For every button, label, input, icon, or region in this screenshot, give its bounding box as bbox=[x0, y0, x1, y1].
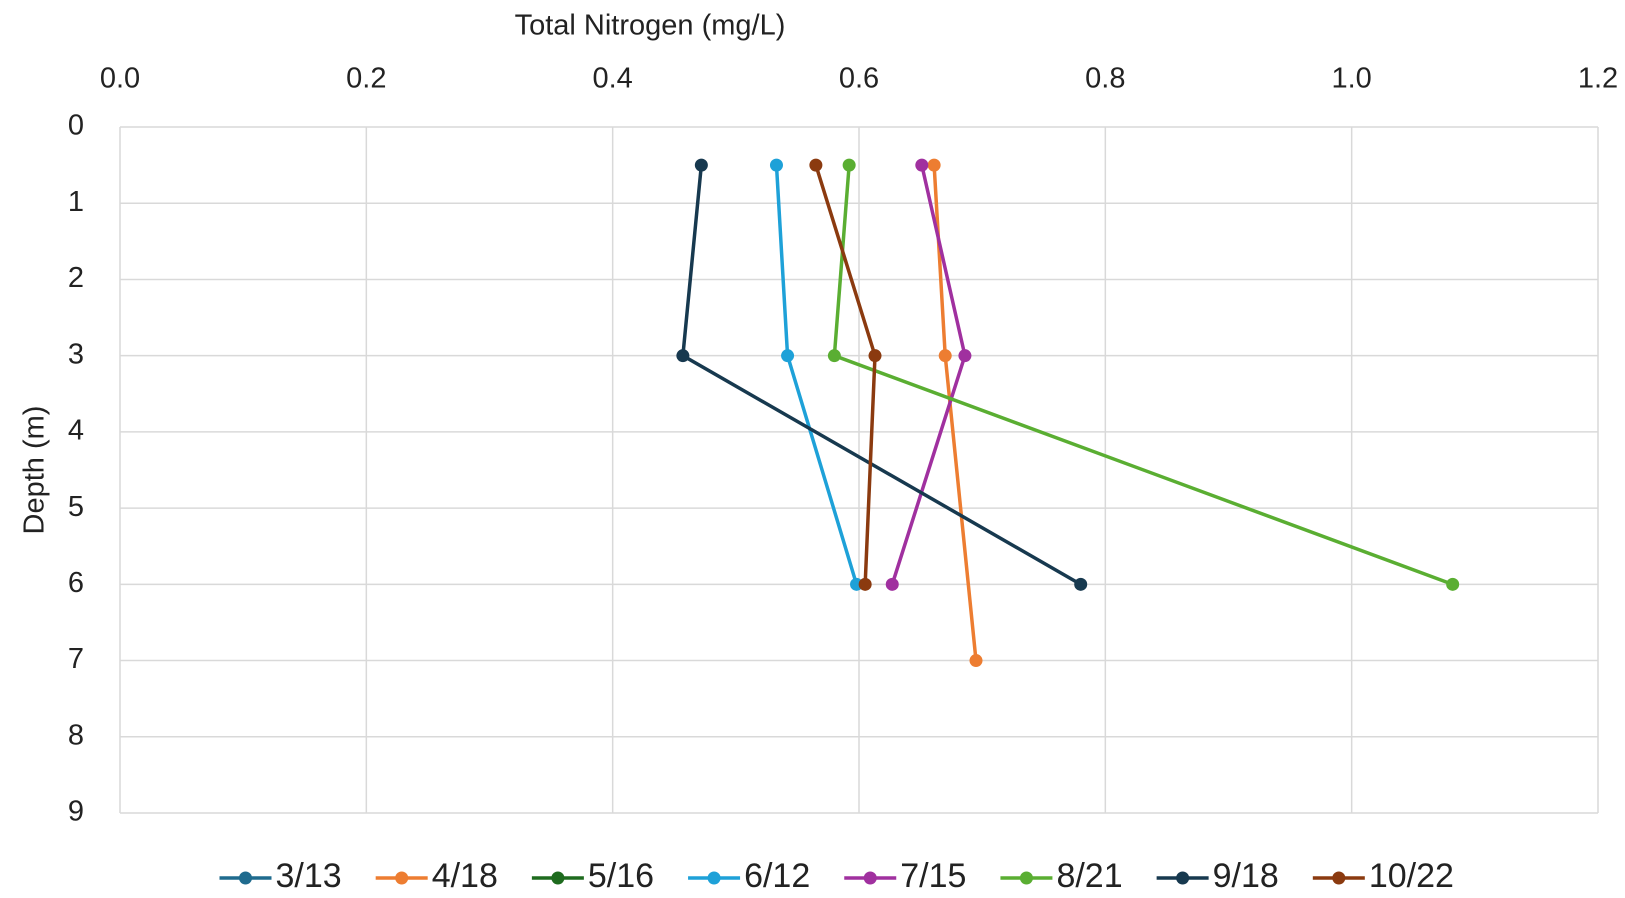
data-point bbox=[842, 158, 856, 172]
legend-label: 6/12 bbox=[744, 857, 810, 895]
x-axis-title: Total Nitrogen (mg/L) bbox=[515, 10, 786, 42]
y-axis-title: Depth (m) bbox=[19, 406, 51, 535]
data-point bbox=[781, 349, 795, 363]
legend-marker bbox=[551, 871, 565, 885]
legend-marker bbox=[1176, 871, 1190, 885]
y-tick-label: 5 bbox=[68, 491, 84, 523]
data-point bbox=[809, 158, 823, 172]
x-tick-label: 1.2 bbox=[1578, 63, 1618, 95]
data-point bbox=[969, 654, 983, 668]
legend-label: 4/18 bbox=[432, 857, 498, 895]
x-tick-label: 0.2 bbox=[346, 63, 386, 95]
legend-label: 7/15 bbox=[900, 857, 966, 895]
data-point bbox=[938, 349, 952, 363]
y-tick-label: 6 bbox=[68, 567, 84, 599]
y-tick-label: 4 bbox=[68, 415, 84, 447]
data-point bbox=[885, 577, 899, 591]
data-point bbox=[858, 577, 872, 591]
y-tick-label: 7 bbox=[68, 643, 84, 675]
x-tick-label: 0.8 bbox=[1085, 63, 1125, 95]
data-point bbox=[1074, 577, 1088, 591]
legend-label: 10/22 bbox=[1369, 857, 1454, 895]
series-line bbox=[832, 164, 1454, 586]
y-tick-label: 1 bbox=[68, 186, 84, 218]
series-line bbox=[890, 164, 967, 585]
legend-label: 9/18 bbox=[1213, 857, 1279, 895]
legend-marker bbox=[707, 871, 721, 885]
data-point bbox=[694, 158, 708, 172]
data-point bbox=[958, 349, 972, 363]
data-point bbox=[915, 158, 929, 172]
y-tick-label: 3 bbox=[68, 338, 84, 370]
x-tick-label: 1.0 bbox=[1332, 63, 1372, 95]
x-tick-label: 0.6 bbox=[839, 63, 879, 95]
legend-marker bbox=[239, 871, 252, 885]
data-point bbox=[827, 349, 841, 363]
y-tick-label: 9 bbox=[68, 796, 84, 828]
legend-label: 8/21 bbox=[1056, 857, 1122, 895]
data-point bbox=[676, 349, 690, 363]
data-point bbox=[1446, 577, 1460, 591]
y-tick-label: 0 bbox=[68, 110, 84, 142]
x-tick-label: 0.4 bbox=[593, 63, 633, 95]
legend-label: 5/16 bbox=[588, 857, 654, 895]
legend-marker bbox=[863, 871, 877, 885]
data-point bbox=[868, 349, 882, 363]
data-point bbox=[927, 158, 941, 172]
data-point bbox=[769, 158, 783, 172]
y-tick-label: 8 bbox=[68, 719, 84, 751]
y-tick-label: 2 bbox=[68, 262, 84, 294]
x-tick-label: 0.0 bbox=[100, 63, 140, 95]
legend-label: 3/13 bbox=[276, 857, 342, 895]
legend-marker bbox=[395, 871, 409, 885]
legend-marker bbox=[1332, 871, 1346, 885]
legend-marker bbox=[1019, 871, 1033, 885]
